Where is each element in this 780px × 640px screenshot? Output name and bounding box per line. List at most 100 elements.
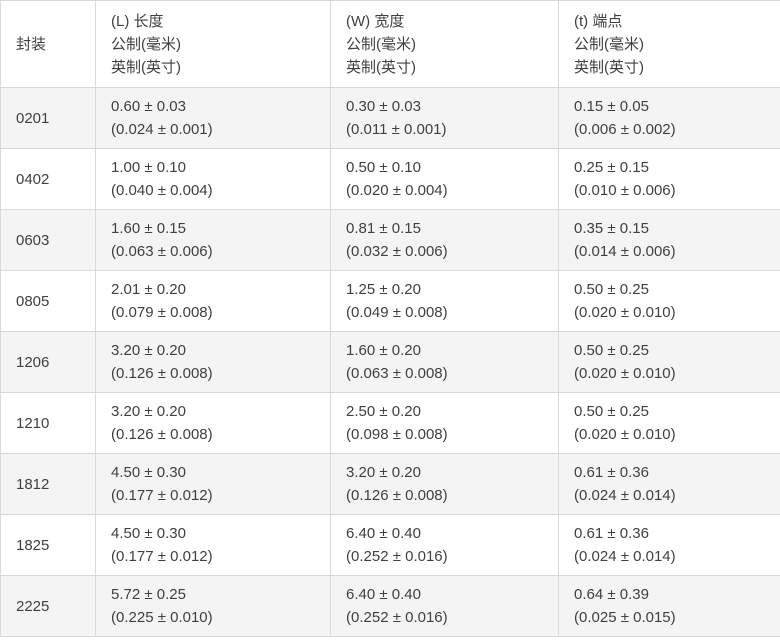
metric-value: 0.61 ± 0.36 [574, 525, 649, 542]
length-cell: 0.60 ± 0.03 (0.024 ± 0.001) [95, 87, 331, 149]
length-header-title: (L) 长度 [111, 12, 164, 30]
terminal-header-imperial: 英制(英寸) [574, 58, 644, 76]
width-header-title: (W) 宽度 [346, 12, 405, 30]
length-cell: 4.50 ± 0.30 (0.177 ± 0.012) [95, 453, 331, 515]
metric-value: 0.60 ± 0.03 [111, 98, 186, 115]
imperial-value: (0.032 ± 0.006) [346, 243, 448, 260]
metric-value: 0.25 ± 0.15 [574, 159, 649, 176]
length-cell: 1.00 ± 0.10 (0.040 ± 0.004) [95, 148, 331, 210]
package-cell: 0201 [0, 87, 96, 149]
imperial-value: (0.020 ± 0.010) [574, 365, 676, 382]
metric-value: 0.64 ± 0.39 [574, 586, 649, 603]
metric-value: 1.60 ± 0.15 [111, 220, 186, 237]
metric-value: 3.20 ± 0.20 [111, 342, 186, 359]
width-cell: 1.25 ± 0.20 (0.049 ± 0.008) [330, 270, 559, 332]
imperial-value: (0.252 ± 0.016) [346, 548, 448, 565]
metric-value: 0.61 ± 0.36 [574, 464, 649, 481]
table-row: 0603 1.60 ± 0.15 (0.063 ± 0.006) 0.81 ± … [0, 209, 780, 271]
package-cell: 1825 [0, 514, 96, 576]
imperial-value: (0.126 ± 0.008) [346, 487, 448, 504]
terminal-cell: 0.50 ± 0.25 (0.020 ± 0.010) [558, 392, 780, 454]
metric-value: 0.50 ± 0.25 [574, 281, 649, 298]
width-cell: 1.60 ± 0.20 (0.063 ± 0.008) [330, 331, 559, 393]
width-cell: 3.20 ± 0.20 (0.126 ± 0.008) [330, 453, 559, 515]
terminal-cell: 0.35 ± 0.15 (0.014 ± 0.006) [558, 209, 780, 271]
length-cell: 5.72 ± 0.25 (0.225 ± 0.010) [95, 575, 331, 637]
metric-value: 0.81 ± 0.15 [346, 220, 421, 237]
terminal-header-metric: 公制(毫米) [574, 35, 644, 53]
table-row: 1210 3.20 ± 0.20 (0.126 ± 0.008) 2.50 ± … [0, 392, 780, 454]
metric-value: 0.30 ± 0.03 [346, 98, 421, 115]
imperial-value: (0.020 ± 0.010) [574, 304, 676, 321]
width-cell: 6.40 ± 0.40 (0.252 ± 0.016) [330, 514, 559, 576]
package-cell: 0805 [0, 270, 96, 332]
package-cell: 1210 [0, 392, 96, 454]
width-cell: 0.50 ± 0.10 (0.020 ± 0.004) [330, 148, 559, 210]
header-cell-terminal: (t) 端点 公制(毫米) 英制(英寸) [558, 0, 780, 88]
imperial-value: (0.020 ± 0.010) [574, 426, 676, 443]
terminal-cell: 0.25 ± 0.15 (0.010 ± 0.006) [558, 148, 780, 210]
imperial-value: (0.126 ± 0.008) [111, 365, 213, 382]
package-cell: 2225 [0, 575, 96, 637]
imperial-value: (0.010 ± 0.006) [574, 182, 676, 199]
imperial-value: (0.177 ± 0.012) [111, 487, 213, 504]
imperial-value: (0.177 ± 0.012) [111, 548, 213, 565]
width-cell: 6.40 ± 0.40 (0.252 ± 0.016) [330, 575, 559, 637]
width-header-metric: 公制(毫米) [346, 35, 416, 53]
metric-value: 1.25 ± 0.20 [346, 281, 421, 298]
imperial-value: (0.014 ± 0.006) [574, 243, 676, 260]
width-cell: 0.30 ± 0.03 (0.011 ± 0.001) [330, 87, 559, 149]
table-row: 1812 4.50 ± 0.30 (0.177 ± 0.012) 3.20 ± … [0, 453, 780, 515]
metric-value: 0.35 ± 0.15 [574, 220, 649, 237]
imperial-value: (0.024 ± 0.001) [111, 121, 213, 138]
imperial-value: (0.040 ± 0.004) [111, 182, 213, 199]
imperial-value: (0.126 ± 0.008) [111, 426, 213, 443]
metric-value: 3.20 ± 0.20 [346, 464, 421, 481]
imperial-value: (0.006 ± 0.002) [574, 121, 676, 138]
table-row: 0201 0.60 ± 0.03 (0.024 ± 0.001) 0.30 ± … [0, 87, 780, 149]
terminal-cell: 0.15 ± 0.05 (0.006 ± 0.002) [558, 87, 780, 149]
table-row: 1206 3.20 ± 0.20 (0.126 ± 0.008) 1.60 ± … [0, 331, 780, 393]
imperial-value: (0.063 ± 0.008) [346, 365, 448, 382]
header-cell-width: (W) 宽度 公制(毫米) 英制(英寸) [330, 0, 559, 88]
metric-value: 4.50 ± 0.30 [111, 525, 186, 542]
table-row: 0402 1.00 ± 0.10 (0.040 ± 0.004) 0.50 ± … [0, 148, 780, 210]
metric-value: 2.01 ± 0.20 [111, 281, 186, 298]
metric-value: 0.50 ± 0.25 [574, 342, 649, 359]
terminal-cell: 0.64 ± 0.39 (0.025 ± 0.015) [558, 575, 780, 637]
table-body: 0201 0.60 ± 0.03 (0.024 ± 0.001) 0.30 ± … [0, 87, 780, 637]
imperial-value: (0.079 ± 0.008) [111, 304, 213, 321]
metric-value: 1.00 ± 0.10 [111, 159, 186, 176]
header-row: 封装 (L) 长度 公制(毫米) 英制(英寸) (W) 宽度 公制(毫米) 英制… [0, 0, 780, 88]
length-cell: 3.20 ± 0.20 (0.126 ± 0.008) [95, 331, 331, 393]
imperial-value: (0.025 ± 0.015) [574, 609, 676, 626]
length-cell: 2.01 ± 0.20 (0.079 ± 0.008) [95, 270, 331, 332]
metric-value: 0.15 ± 0.05 [574, 98, 649, 115]
imperial-value: (0.225 ± 0.010) [111, 609, 213, 626]
imperial-value: (0.020 ± 0.004) [346, 182, 448, 199]
package-cell: 0402 [0, 148, 96, 210]
length-cell: 3.20 ± 0.20 (0.126 ± 0.008) [95, 392, 331, 454]
imperial-value: (0.098 ± 0.008) [346, 426, 448, 443]
metric-value: 6.40 ± 0.40 [346, 586, 421, 603]
imperial-value: (0.011 ± 0.001) [346, 121, 447, 138]
imperial-value: (0.024 ± 0.014) [574, 487, 676, 504]
terminal-cell: 0.50 ± 0.25 (0.020 ± 0.010) [558, 331, 780, 393]
width-header-imperial: 英制(英寸) [346, 58, 416, 76]
imperial-value: (0.049 ± 0.008) [346, 304, 448, 321]
imperial-value: (0.252 ± 0.016) [346, 609, 448, 626]
metric-value: 4.50 ± 0.30 [111, 464, 186, 481]
terminal-cell: 0.61 ± 0.36 (0.024 ± 0.014) [558, 453, 780, 515]
table-row: 2225 5.72 ± 0.25 (0.225 ± 0.010) 6.40 ± … [0, 575, 780, 637]
table-header: 封装 (L) 长度 公制(毫米) 英制(英寸) (W) 宽度 公制(毫米) 英制… [0, 0, 780, 88]
package-cell: 1812 [0, 453, 96, 515]
length-cell: 4.50 ± 0.30 (0.177 ± 0.012) [95, 514, 331, 576]
terminal-header-title: (t) 端点 [574, 12, 623, 30]
imperial-value: (0.024 ± 0.014) [574, 548, 676, 565]
table-row: 0805 2.01 ± 0.20 (0.079 ± 0.008) 1.25 ± … [0, 270, 780, 332]
width-cell: 2.50 ± 0.20 (0.098 ± 0.008) [330, 392, 559, 454]
metric-value: 6.40 ± 0.40 [346, 525, 421, 542]
width-cell: 0.81 ± 0.15 (0.032 ± 0.006) [330, 209, 559, 271]
metric-value: 0.50 ± 0.10 [346, 159, 421, 176]
